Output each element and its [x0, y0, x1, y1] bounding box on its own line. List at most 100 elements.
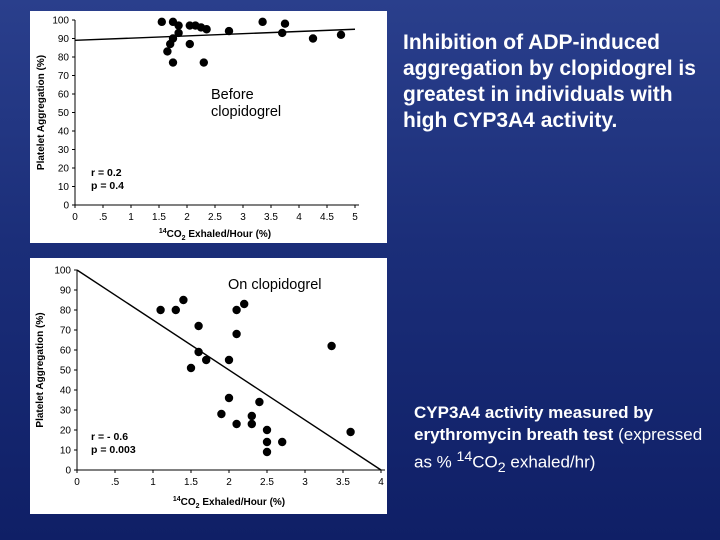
before-x-tick-label: 1.5 — [152, 212, 166, 223]
method-footnote: CYP3A4 activity measured by erythromycin… — [414, 402, 704, 479]
before-x-tick-label: 5 — [352, 212, 358, 223]
on-y-tick-label: 30 — [60, 406, 72, 417]
footnote-sub: 2 — [497, 460, 506, 477]
before-y-tick-label: 100 — [52, 16, 69, 27]
on-data-point — [194, 347, 203, 357]
on-data-point — [232, 305, 241, 315]
on-y-tick-label: 60 — [60, 346, 72, 357]
on-data-point — [179, 295, 188, 305]
on-data-point — [247, 411, 256, 421]
before-x-label-sub: 2 — [182, 235, 186, 242]
on-data-point — [217, 409, 226, 419]
before-x-tick-label: 2 — [184, 212, 190, 223]
on-x-tick-label: 3.5 — [336, 477, 350, 488]
on-y-label: Platelet Aggregation (%) — [35, 312, 46, 427]
on-x-tick-label: 1 — [150, 477, 156, 488]
before-annotation: clopidogrel — [211, 104, 281, 120]
before-y-tick-label: 20 — [58, 164, 70, 175]
before-x-tick-label: 3.5 — [264, 212, 278, 223]
before-y-tick-label: 10 — [58, 182, 70, 193]
on-data-point — [240, 299, 249, 309]
on-x-tick-label: 3 — [302, 477, 308, 488]
before-x-tick-label: 4 — [296, 212, 302, 223]
before-x-tick-label: 3 — [240, 212, 246, 223]
before-data-point — [157, 17, 166, 27]
on-y-tick-label: 20 — [60, 426, 72, 437]
before-y-tick-label: 30 — [58, 145, 70, 156]
footnote-sup: 14 — [456, 449, 473, 465]
on-data-point — [262, 437, 272, 447]
on-data-point — [202, 355, 211, 365]
before-stat-1: p = 0.4 — [91, 180, 124, 192]
before-y-label: Platelet Aggregation (%) — [36, 55, 47, 170]
on-y-tick-label: 0 — [65, 466, 71, 477]
on-data-point — [232, 329, 241, 339]
slide-headline: Inhibition of ADP-induced aggregation by… — [403, 31, 696, 132]
on-x-label-sub: 2 — [196, 503, 200, 510]
before-y-tick-label: 90 — [58, 34, 70, 45]
before-data-point — [163, 47, 172, 56]
on-x-label: 14CO2 Exhaled/Hour (%) — [173, 496, 285, 510]
on-data-point — [171, 305, 180, 315]
chart-on-clopidogrel: 0 10 20 30 40 50 60 70 80 90 100 0 .5 1 1.5 2 2.5 3 3.5 4 Pl… — [30, 258, 387, 514]
on-data-point — [224, 355, 234, 365]
before-x-tick-label: 2.5 — [208, 212, 222, 223]
on-y-tick-label: 80 — [60, 306, 72, 317]
before-x-tick-label: 0 — [72, 212, 78, 223]
on-x-tick-label: 2 — [226, 477, 232, 488]
before-annotation: Before — [211, 87, 254, 103]
on-data-point — [255, 397, 264, 407]
before-x-tick-label: .5 — [99, 212, 108, 223]
before-data-point — [168, 58, 178, 67]
before-regression-line — [74, 28, 356, 42]
chart-before-clopidogrel: 0 10 20 30 40 50 60 70 80 90 100 0 .5 1 1.5 2 2.5 3 3.5 4 4.… — [30, 11, 387, 243]
on-x-tick-label: .5 — [111, 477, 120, 488]
on-x-tick-label: 1.5 — [184, 477, 198, 488]
before-y-tick-label: 40 — [58, 127, 70, 138]
on-y-tick-label: 10 — [60, 446, 72, 457]
before-x-tick-label: 4.5 — [320, 212, 334, 223]
before-y-tick-label: 70 — [58, 71, 70, 82]
before-y-tick-label: 60 — [58, 90, 70, 101]
before-data-point — [199, 58, 208, 67]
on-data-point — [278, 437, 287, 447]
on-data-point — [262, 447, 272, 457]
on-data-point — [156, 305, 165, 315]
on-y-tick-label: 100 — [54, 266, 71, 277]
on-x-tick-label: 0 — [74, 477, 80, 488]
on-x-tick-label: 2.5 — [260, 477, 274, 488]
on-x-label-sup: 14 — [173, 496, 181, 503]
before-y-tick-label: 0 — [63, 201, 69, 212]
before-data-point — [185, 39, 194, 49]
before-stat-0: r = 0.2 — [91, 167, 122, 179]
before-y-tick-label: 50 — [58, 108, 70, 119]
before-data-point — [336, 30, 346, 39]
on-y-tick-label: 90 — [60, 286, 72, 297]
on-x-label-post: Exhaled/Hour (%) — [200, 497, 286, 508]
scatter-plot-on: 0 10 20 30 40 50 60 70 80 90 100 0 .5 1 1.5 2 2.5 3 3.5 4 Pl… — [35, 266, 385, 510]
before-data-point — [280, 19, 290, 28]
on-data-point — [262, 425, 272, 435]
on-data-point — [186, 363, 196, 373]
on-data-point — [194, 321, 203, 331]
before-x-label-sup: 14 — [159, 228, 167, 235]
on-data-point — [346, 427, 355, 437]
before-data-point — [174, 28, 183, 38]
before-x-label: 14CO2 Exhaled/Hour (%) — [159, 228, 271, 242]
on-y-tick-label: 50 — [60, 366, 72, 377]
on-x-tick-label: 4 — [378, 477, 384, 488]
on-x-label-main: CO — [181, 497, 196, 508]
on-annotation: On clopidogrel — [228, 277, 322, 293]
before-data-point — [258, 17, 267, 27]
on-regression-line — [76, 269, 382, 471]
before-data-point — [166, 39, 175, 49]
before-data-point — [278, 28, 287, 38]
footnote-method: CYP3A4 activity measured by erythromycin… — [414, 403, 654, 444]
footnote-mid: CO — [472, 452, 498, 472]
on-data-point — [327, 341, 336, 351]
on-data-point — [247, 419, 256, 429]
on-stat-1: p = 0.003 — [91, 444, 136, 456]
footnote-pre: (expressed as % — [414, 425, 703, 472]
before-y-tick-label: 80 — [58, 53, 70, 64]
before-x-label-main: CO — [167, 229, 182, 240]
